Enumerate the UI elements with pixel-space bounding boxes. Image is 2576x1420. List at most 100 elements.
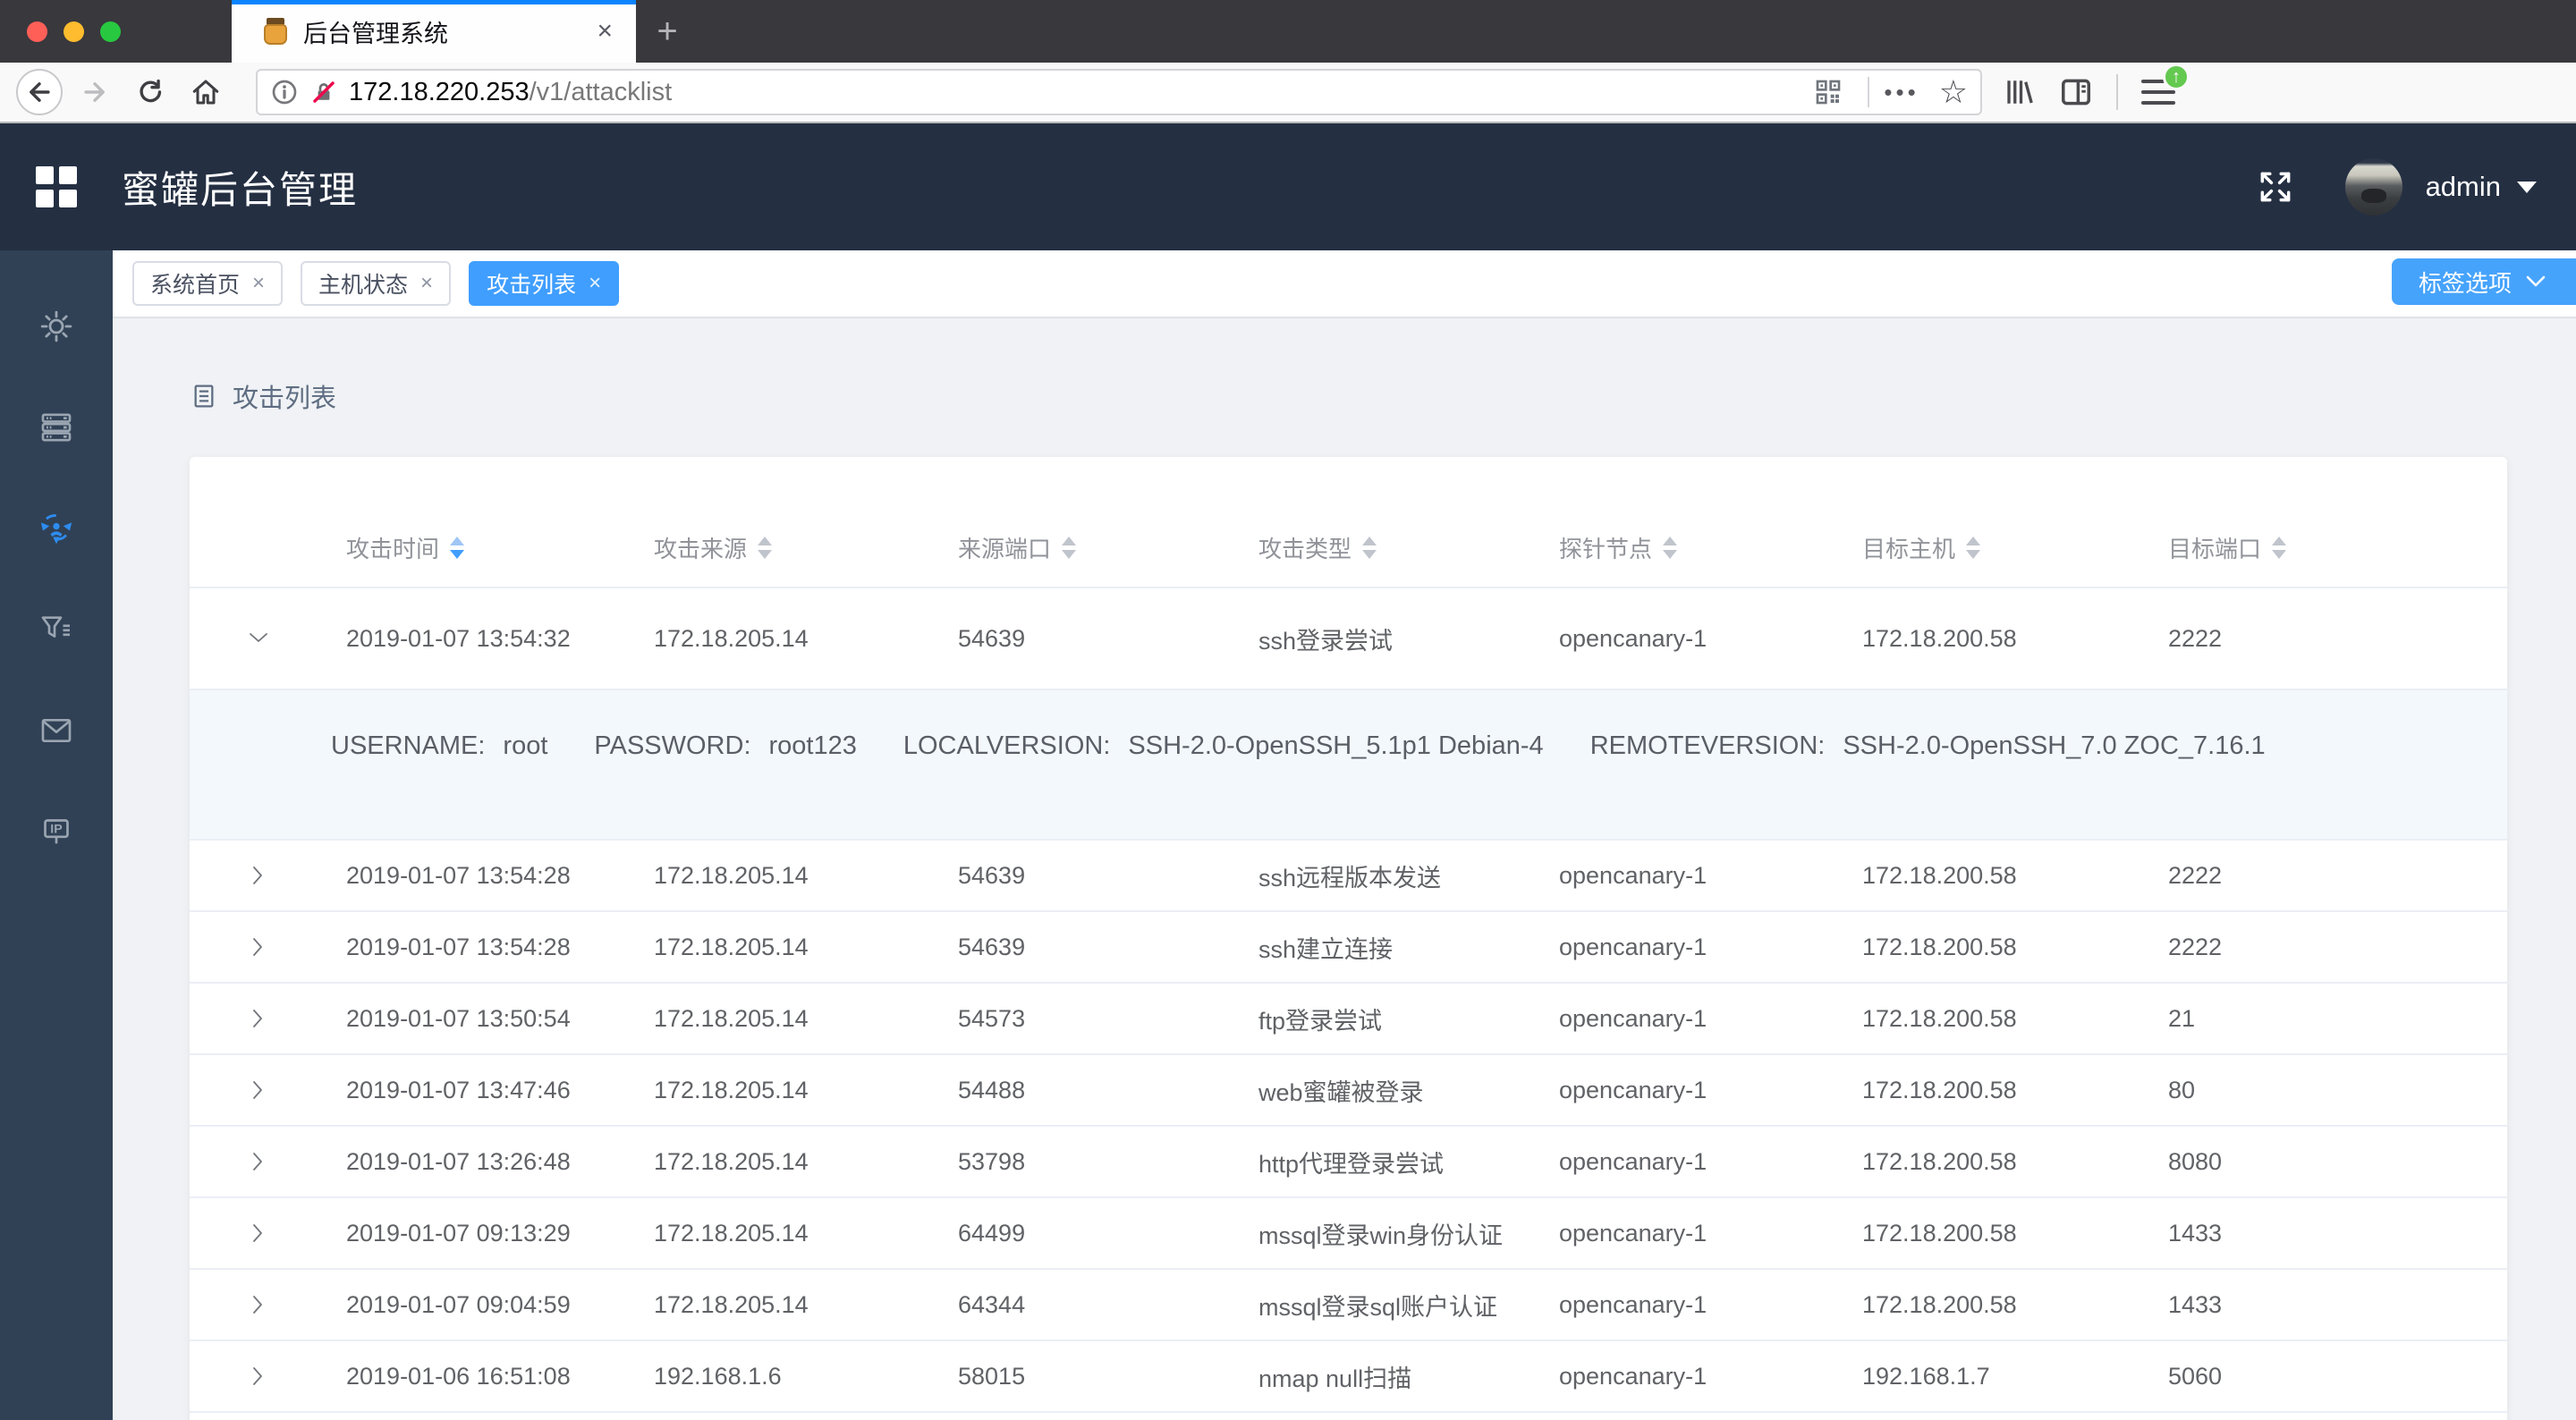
fullscreen-icon[interactable]	[2256, 167, 2295, 207]
cell-target-port: 1433	[2168, 1290, 2223, 1318]
back-button[interactable]	[16, 69, 63, 115]
url-text[interactable]: 172.18.220.253/v1/attacklist	[349, 78, 1814, 107]
sort-icons[interactable]	[450, 536, 465, 559]
url-path: /v1/attacklist	[529, 77, 673, 106]
cell-probe-node: opencanary-1	[1559, 1004, 1707, 1032]
col-attack-source[interactable]: 攻击来源	[631, 531, 936, 564]
col-target-host[interactable]: 目标主机	[1840, 531, 2146, 564]
tag-options-button[interactable]: 标签选项	[2391, 258, 2576, 305]
expand-row-icon[interactable]	[243, 1218, 274, 1248]
sidebars-icon[interactable]	[2059, 75, 2093, 109]
tag-label: 攻击列表	[487, 273, 577, 298]
cell-probe-node: opencanary-1	[1559, 1362, 1707, 1390]
sidebar-item-ip[interactable]: IP	[0, 781, 113, 882]
close-tab-icon[interactable]: ×	[597, 16, 613, 46]
sidebar-item-filter-rules[interactable]	[0, 579, 113, 680]
cell-attack-type: http代理登录尝试	[1258, 1150, 1445, 1178]
sort-icons[interactable]	[1663, 536, 1678, 559]
detail-value: root123	[768, 731, 857, 760]
url-bar[interactable]: 172.18.220.253/v1/attacklist ••• ☆	[256, 69, 1982, 115]
cell-attack-time: 2019-01-07 09:04:59	[346, 1290, 571, 1318]
cell-attack-type: mssql登录sql账户认证	[1258, 1293, 1498, 1321]
sidebar-item-hosts[interactable]	[0, 376, 113, 478]
tag-host-status[interactable]: 主机状态 ×	[301, 261, 452, 306]
cell-attack-type: ssh建立连接	[1258, 935, 1394, 963]
home-button[interactable]	[182, 69, 229, 115]
cell-target-host: 172.18.200.58	[1862, 1076, 2017, 1103]
tag-label: 系统首页	[150, 273, 241, 298]
expand-row-icon[interactable]	[243, 1075, 274, 1105]
site-info-icon[interactable]	[270, 78, 299, 106]
table-header-row: 攻击时间 攻击来源 来源端口 攻击类型 探针节点 目标主机 目标端口	[190, 508, 2507, 588]
tag-attack-list[interactable]: 攻击列表 ×	[469, 261, 620, 306]
sidebar-item-settings[interactable]	[0, 275, 113, 376]
sort-icons[interactable]	[1966, 536, 1981, 559]
table-row[interactable]: 2019-01-07 13:26:48 172.18.205.14 53798 …	[190, 1127, 2507, 1198]
sort-icons[interactable]	[1362, 536, 1377, 559]
col-attack-type[interactable]: 攻击类型	[1236, 531, 1537, 564]
col-target-port[interactable]: 目标端口	[2146, 531, 2506, 564]
sort-icons[interactable]	[1062, 536, 1077, 559]
expand-row-icon[interactable]	[243, 1289, 274, 1320]
cell-attack-time: 2019-01-07 09:13:29	[346, 1219, 571, 1247]
window-controls	[0, 0, 146, 63]
page-title-text: 攻击列表	[233, 385, 337, 413]
table-row[interactable]: 2019-01-07 13:47:46 172.18.205.14 54488 …	[190, 1055, 2507, 1127]
close-tag-icon[interactable]: ×	[420, 271, 434, 295]
toolbar-divider	[2116, 74, 2118, 110]
cell-probe-node: opencanary-1	[1559, 933, 1707, 960]
cell-attack-source: 172.18.205.14	[654, 861, 809, 889]
zoom-window-button[interactable]	[100, 21, 121, 42]
bookmark-star-icon[interactable]: ☆	[1938, 73, 1968, 110]
reload-button[interactable]	[127, 69, 174, 115]
table-row[interactable]: 2019-01-07 13:54:28 172.18.205.14 54639 …	[190, 841, 2507, 912]
table-row[interactable]: 2019-01-07 09:13:29 172.18.205.14 64499 …	[190, 1198, 2507, 1270]
page-actions-icon[interactable]: •••	[1884, 78, 1919, 106]
cell-source-port: 64344	[958, 1290, 1026, 1318]
detail-key: PASSWORD:	[594, 731, 751, 760]
cell-attack-time: 2019-01-07 13:26:48	[346, 1147, 571, 1175]
cell-source-port: 64499	[958, 1219, 1026, 1247]
browser-tab[interactable]: 后台管理系统 ×	[232, 0, 636, 63]
close-window-button[interactable]	[27, 21, 47, 42]
minimize-window-button[interactable]	[64, 21, 84, 42]
collapse-row-icon[interactable]	[243, 623, 274, 654]
cell-attack-time: 2019-01-07 13:54:28	[346, 933, 571, 960]
qr-scan-icon[interactable]	[1814, 78, 1843, 106]
expand-row-icon[interactable]	[243, 1361, 274, 1391]
sort-icons[interactable]	[758, 536, 773, 559]
app-title: 蜜罐后台管理	[122, 168, 359, 211]
sort-icons[interactable]	[2272, 536, 2287, 559]
col-attack-time[interactable]: 攻击时间	[324, 531, 631, 564]
table-row[interactable]: 2019-01-07 09:04:59 172.18.205.14 64344 …	[190, 1270, 2507, 1341]
library-icon[interactable]	[2004, 76, 2036, 108]
insecure-lock-icon[interactable]	[309, 78, 338, 106]
apps-grid-icon[interactable]	[36, 166, 77, 207]
table-row[interactable]: 2019-01-07 13:50:54 172.18.205.14 54573 …	[190, 984, 2507, 1055]
expand-row-icon[interactable]	[243, 932, 274, 962]
menu-icon[interactable]: ↑	[2141, 63, 2190, 110]
close-tag-icon[interactable]: ×	[252, 271, 266, 295]
expand-row-icon[interactable]	[243, 1003, 274, 1034]
cell-target-port: 80	[2168, 1076, 2196, 1103]
col-probe-node[interactable]: 探针节点	[1537, 531, 1840, 564]
cell-source-port: 54639	[958, 933, 1026, 960]
close-tag-icon[interactable]: ×	[589, 271, 602, 295]
cell-attack-source: 172.18.205.14	[654, 1147, 809, 1175]
table-row[interactable]: 2019-01-06 16:51:08 192.168.1.6 58015 nm…	[190, 1341, 2507, 1413]
page-title: 攻击列表	[190, 377, 2576, 415]
col-source-port[interactable]: 来源端口	[936, 531, 1236, 564]
tag-system-home[interactable]: 系统首页 ×	[132, 261, 284, 306]
expand-row-icon[interactable]	[243, 1146, 274, 1177]
user-avatar[interactable]	[2344, 158, 2402, 216]
table-row[interactable]: 2019-01-07 13:54:32 172.18.205.14 54639 …	[190, 588, 2507, 690]
username-label[interactable]: admin	[2425, 171, 2501, 202]
forward-button[interactable]	[72, 69, 118, 115]
user-menu-caret-icon[interactable]	[2517, 181, 2537, 193]
sidebar-item-mail[interactable]	[0, 680, 113, 781]
sidebar-item-attack-list[interactable]	[0, 478, 113, 579]
new-tab-button[interactable]: +	[657, 11, 678, 51]
table-row[interactable]: 2019-01-07 13:54:28 172.18.205.14 54639 …	[190, 912, 2507, 984]
expand-row-icon[interactable]	[243, 860, 274, 891]
cell-attack-time: 2019-01-06 16:51:08	[346, 1362, 571, 1390]
